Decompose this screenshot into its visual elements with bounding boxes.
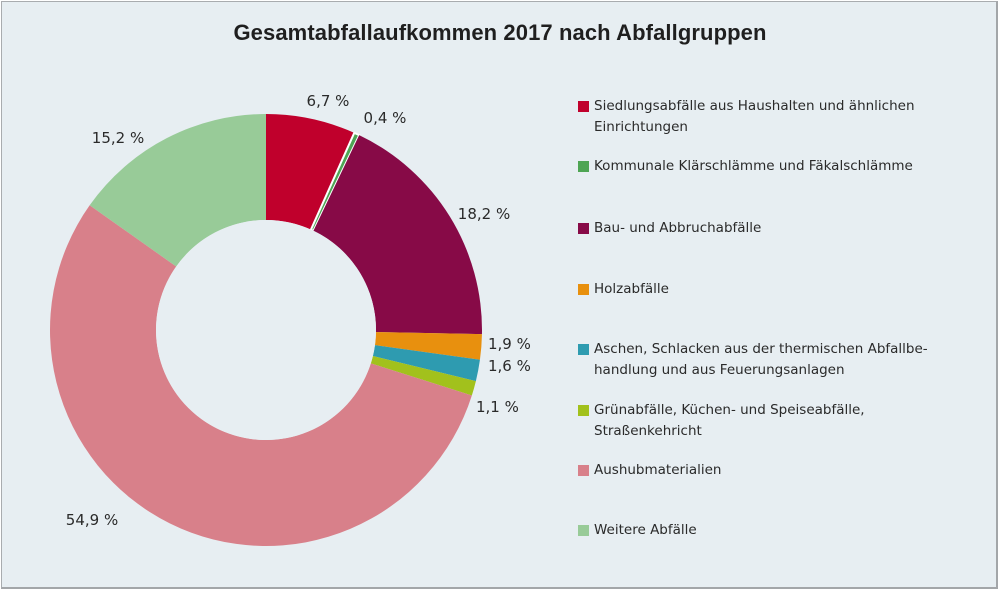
legend-item: Siedlungsabfälle aus Haushalten und ähnl… bbox=[578, 96, 915, 138]
slice-label: 54,9 % bbox=[66, 511, 118, 529]
slice-label: 1,6 % bbox=[488, 357, 531, 375]
legend-label: Bau- und Abbruchabfälle bbox=[594, 220, 762, 236]
legend-swatch bbox=[578, 223, 589, 234]
legend-swatch bbox=[578, 161, 589, 172]
legend-label: Weitere Abfälle bbox=[594, 522, 697, 538]
donut-slice bbox=[313, 135, 483, 335]
legend-label: Grünabfälle, Küchen- und Speiseabfälle, … bbox=[594, 402, 865, 439]
slice-label: 1,9 % bbox=[488, 335, 531, 353]
legend-label: Aschen, Schlacken aus der thermischen Ab… bbox=[594, 341, 928, 378]
donut-slice bbox=[89, 114, 267, 267]
donut-slice bbox=[374, 332, 482, 360]
slice-label: 18,2 % bbox=[458, 205, 510, 223]
slice-label: 6,7 % bbox=[307, 92, 350, 110]
legend-item: Grünabfälle, Küchen- und Speiseabfälle, … bbox=[578, 400, 865, 442]
slice-label: 1,1 % bbox=[476, 398, 519, 416]
legend-item: Bau- und Abbruchabfälle bbox=[578, 218, 761, 239]
donut-slice bbox=[266, 114, 355, 230]
legend-item: Aschen, Schlacken aus der thermischen Ab… bbox=[578, 339, 928, 381]
legend-swatch bbox=[578, 344, 589, 355]
legend-swatch bbox=[578, 284, 589, 295]
legend-swatch bbox=[578, 525, 589, 536]
slice-label: 0,4 % bbox=[364, 109, 407, 127]
legend-label: Aushubmaterialien bbox=[594, 462, 722, 478]
donut-slice bbox=[370, 356, 476, 396]
donut-slice bbox=[50, 205, 472, 546]
legend-item: Weitere Abfälle bbox=[578, 520, 697, 541]
donut-hole bbox=[156, 220, 376, 440]
chart-title: Gesamtabfallaufkommen 2017 nach Abfallgr… bbox=[233, 20, 767, 45]
legend-label: Holzabfälle bbox=[594, 281, 669, 297]
legend-swatch bbox=[578, 101, 589, 112]
legend-swatch bbox=[578, 465, 589, 476]
legend-item: Holzabfälle bbox=[578, 279, 669, 300]
legend-item: Aushubmaterialien bbox=[578, 460, 721, 481]
legend-swatch bbox=[578, 405, 589, 416]
legend-label: Kommunale Klärschlämme und Fäkalschlämme bbox=[594, 158, 913, 174]
slice-label: 15,2 % bbox=[92, 129, 144, 147]
legend-label: Siedlungsabfälle aus Haushalten und ähnl… bbox=[594, 98, 915, 135]
donut-slice bbox=[372, 345, 480, 382]
legend-item: Kommunale Klärschlämme und Fäkalschlämme bbox=[578, 156, 913, 177]
